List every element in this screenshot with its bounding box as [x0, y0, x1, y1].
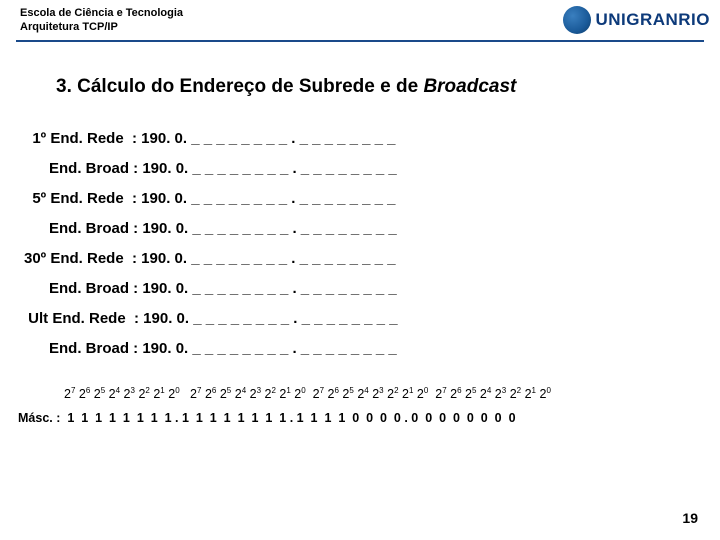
header-text: Escola de Ciência e Tecnologia Arquitetu… [20, 6, 563, 35]
brand-logo: UNIGRANRIO [563, 6, 710, 34]
addr-row-7: End. Broad : 190. 0. _ _ _ _ _ _ _ _ . _… [24, 334, 720, 364]
mask-bits: 1 1 1 1 1 1 1 1 . 1 1 1 1 1 1 1 1 . 1 1 … [60, 411, 515, 425]
header-line1: Escola de Ciência e Tecnologia [20, 7, 183, 19]
mask-row: Másc. : 1 1 1 1 1 1 1 1 . 1 1 1 1 1 1 1 … [18, 411, 720, 425]
addr-row-6: Ult End. Rede : 190. 0. _ _ _ _ _ _ _ _ … [24, 304, 720, 334]
header-rule [16, 40, 704, 42]
addr-row-5: End. Broad : 190. 0. _ _ _ _ _ _ _ _ . _… [24, 274, 720, 304]
addr-row-4: 30º End. Rede : 190. 0. _ _ _ _ _ _ _ _ … [24, 244, 720, 274]
section-title: 3. Cálculo do Endereço de Subrede e de B… [56, 76, 720, 98]
addr-row-2: 5º End. Rede : 190. 0. _ _ _ _ _ _ _ _ .… [24, 184, 720, 214]
addr-row-3: End. Broad : 190. 0. _ _ _ _ _ _ _ _ . _… [24, 214, 720, 244]
mask-block: 27 26 25 24 23 22 21 20 27 26 25 24 23 2… [18, 386, 720, 425]
title-pre: 3. Cálculo do Endereço de Subrede e de [56, 76, 423, 97]
addr-row-1: End. Broad : 190. 0. _ _ _ _ _ _ _ _ . _… [24, 154, 720, 184]
header-line2: Arquitetura TCP/IP [20, 21, 118, 33]
header: Escola de Ciência e Tecnologia Arquitetu… [0, 0, 720, 40]
addr-row-0: 1º End. Rede : 190. 0. _ _ _ _ _ _ _ _ .… [24, 124, 720, 154]
mask-label: Másc. : [18, 411, 60, 425]
title-italic: Broadcast [423, 76, 516, 97]
brand-text: UNIGRANRIO [595, 10, 710, 30]
globe-icon [563, 6, 591, 34]
exponent-line: 27 26 25 24 23 22 21 20 27 26 25 24 23 2… [64, 386, 720, 401]
page-number: 19 [682, 510, 698, 526]
address-block: 1º End. Rede : 190. 0. _ _ _ _ _ _ _ _ .… [24, 124, 720, 364]
